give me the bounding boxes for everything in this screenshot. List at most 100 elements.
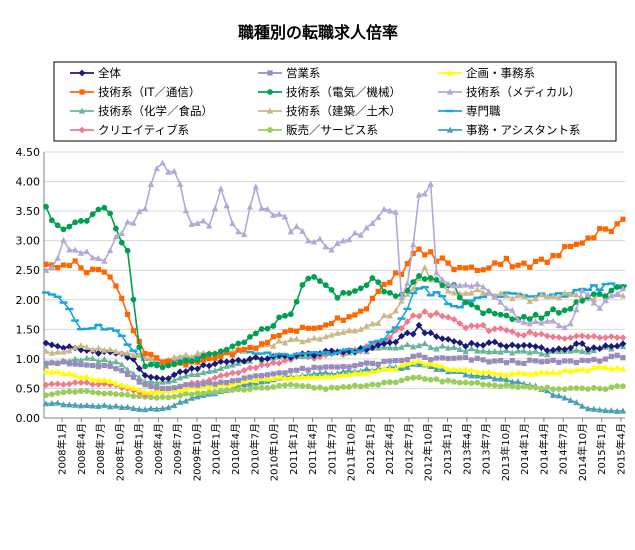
data-point [375,361,381,367]
data-point [154,384,160,391]
data-point [620,355,626,361]
legend-marker [266,107,274,114]
data-point [78,218,84,224]
data-point [433,376,440,383]
data-point [310,373,318,380]
data-point [473,296,482,299]
data-point [462,299,469,306]
data-point [462,348,469,355]
data-point [456,294,463,301]
data-point [48,264,56,271]
data-point [474,368,481,375]
data-point [427,275,434,281]
data-point [258,355,266,363]
data-point [421,264,429,271]
data-point [520,318,528,325]
data-point [428,357,434,363]
data-point [275,210,283,217]
data-point [473,341,481,349]
data-point [60,236,67,243]
data-point [299,324,306,330]
legend-marker [78,126,86,134]
data-point [585,357,591,364]
data-point [439,276,446,283]
data-point [369,275,376,281]
data-point [613,364,621,371]
data-point [544,384,551,391]
data-point [124,354,131,361]
data-point [165,358,171,364]
data-point [509,370,516,377]
data-point [491,370,498,377]
data-point [409,343,417,350]
data-point [280,353,289,356]
data-point [591,356,597,363]
data-point [124,383,131,390]
data-point [112,358,120,365]
data-point [322,333,329,340]
data-point [147,378,155,385]
data-point [438,295,447,298]
data-point [251,352,260,355]
data-point [573,306,580,313]
data-point [369,381,376,388]
data-point [346,314,352,320]
data-point [281,374,289,381]
data-point [310,351,319,354]
data-point [369,295,375,302]
data-point [404,375,411,382]
data-point [393,357,399,364]
data-point [47,293,56,296]
data-point [386,339,394,346]
data-point [526,349,533,356]
data-point [55,360,61,366]
data-point [579,240,585,246]
data-point [124,247,131,254]
data-point [346,384,352,390]
data-point [468,357,475,363]
data-point [176,398,184,405]
data-point [526,370,533,377]
data-point [334,294,341,301]
data-point [508,341,516,349]
data-point [223,387,230,393]
data-point [176,386,184,393]
data-point [82,327,91,331]
legend-label: 技術系（電気／機械） [286,85,401,99]
data-point [275,337,283,344]
data-point [48,400,56,407]
data-point [567,305,574,312]
data-point [479,295,488,299]
data-point [573,399,580,406]
data-point [106,327,115,330]
data-point [538,344,545,351]
data-point [392,293,399,300]
data-point [165,404,172,411]
data-point [393,270,399,276]
y-tick-label: 1.50 [16,323,41,336]
data-point [240,381,248,388]
data-point [66,347,73,354]
data-point [614,352,620,358]
data-point [159,359,166,365]
data-point [153,362,160,369]
data-point [486,359,492,365]
data-point [457,265,463,271]
data-point [182,207,190,214]
data-point [200,381,206,387]
data-point [497,325,505,332]
data-point [101,390,108,397]
data-point [584,345,592,353]
data-point [433,361,440,368]
data-point [369,320,376,327]
data-point [572,332,580,340]
data-point [276,370,282,376]
data-point [288,327,294,333]
data-point [71,344,79,351]
data-point [270,384,277,390]
data-point [596,406,603,413]
data-point [375,213,382,220]
x-tick-label: 2013年1月 [441,423,454,475]
x-tick-label: 2014年4月 [537,423,550,475]
data-point [392,344,399,351]
